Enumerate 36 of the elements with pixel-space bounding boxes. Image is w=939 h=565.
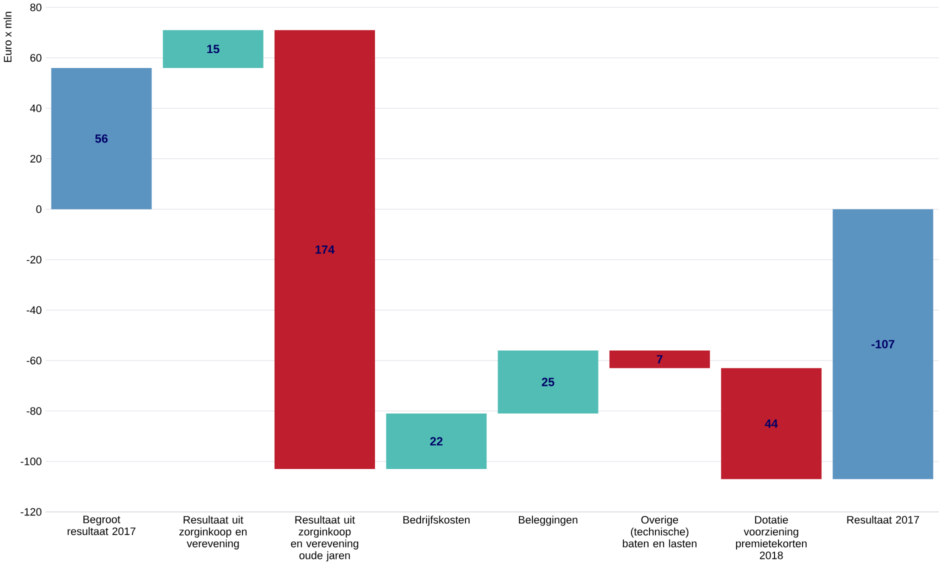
data-label: 15 xyxy=(207,44,220,54)
data-label: 56 xyxy=(95,134,108,143)
x-tick-label: Resultaat uit zorginkoop en verevening xyxy=(179,516,247,550)
x-tick-label: Bedrijfskosten xyxy=(403,516,470,526)
y-tick-label: -20 xyxy=(26,256,42,264)
y-tick-label: -100 xyxy=(20,458,42,466)
data-label: 174 xyxy=(316,246,335,254)
y-tick-label: -120 xyxy=(20,508,42,516)
y-tick-label: -40 xyxy=(26,306,42,314)
bar xyxy=(721,368,822,480)
y-tick-label: 20 xyxy=(30,154,42,163)
y-tick-label: 40 xyxy=(30,104,42,112)
data-label: 44 xyxy=(764,420,778,428)
bar xyxy=(609,350,710,368)
y-tick-label: 80 xyxy=(30,4,42,12)
bar xyxy=(498,350,598,414)
bar xyxy=(386,414,487,470)
x-tick-label: Resultaat uit zorginkoop en verevening oude jaren xyxy=(291,516,358,562)
x-tick-label: Dotatie voorziening premietekorten 2018 xyxy=(736,516,807,560)
data-label: 7 xyxy=(656,355,662,364)
x-tick-label: Resultaat 2017 xyxy=(847,516,919,524)
y-tick-label: 60 xyxy=(30,54,42,62)
y-axis-title: Euro x mln xyxy=(4,12,12,62)
data-label: 22 xyxy=(430,437,443,446)
y-tick-label: 0 xyxy=(36,205,42,214)
x-tick-label: Begroot resultaat 2017 xyxy=(68,516,136,536)
bar xyxy=(162,30,264,68)
y-tick-label: -60 xyxy=(26,356,42,364)
bar xyxy=(832,209,934,480)
data-label: -107 xyxy=(872,340,894,348)
bar xyxy=(51,68,152,210)
x-tick-label: Beleggingen xyxy=(518,516,578,526)
data-label: 25 xyxy=(542,378,554,386)
x-tick-label: Overige (technische) baten en lasten xyxy=(622,516,696,548)
y-tick-label: -80 xyxy=(26,407,42,415)
bar xyxy=(274,30,375,470)
